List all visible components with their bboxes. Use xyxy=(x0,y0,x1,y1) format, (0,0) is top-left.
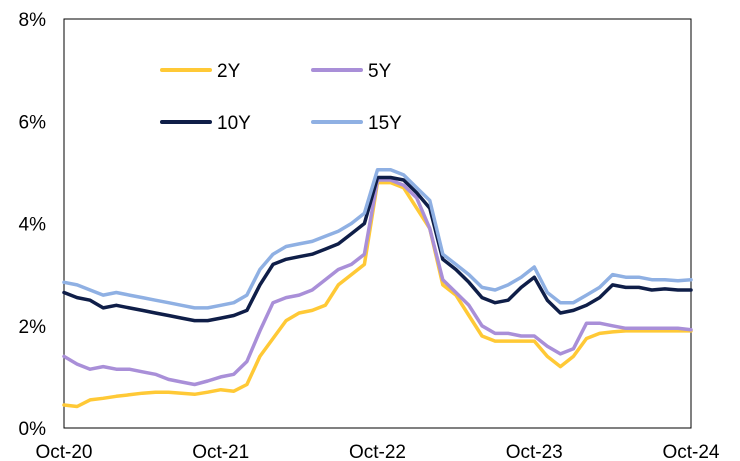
series-line-10y xyxy=(62,175,693,323)
y-tick-label: 2% xyxy=(19,317,47,338)
y-tick-label: 4% xyxy=(19,215,47,236)
series-line-15y xyxy=(62,168,693,310)
series-line-2y xyxy=(62,180,693,409)
series-line-5y xyxy=(62,178,693,387)
series-layer xyxy=(62,168,693,409)
legend-label-10y: 10Y xyxy=(217,113,251,134)
x-tick-label: Oct-22 xyxy=(349,442,406,461)
x-tick-label: Oct-21 xyxy=(192,442,249,461)
x-tick-label: Oct-23 xyxy=(506,442,563,461)
y-axis-ticks: 0% 2% 4% 6% 8% xyxy=(19,10,47,440)
x-tick-label: Oct-24 xyxy=(662,442,719,461)
legend: 2Y 5Y 10Y 15Y xyxy=(160,61,402,134)
legend-label-2y: 2Y xyxy=(217,61,241,82)
legend-label-5y: 5Y xyxy=(368,61,392,82)
plot-area-frame xyxy=(63,18,692,429)
legend-label-15y: 15Y xyxy=(368,113,402,134)
y-tick-label: 8% xyxy=(19,10,47,31)
y-tick-label: 6% xyxy=(19,112,47,133)
x-axis-ticks: Oct-20 Oct-21 Oct-22 Oct-23 Oct-24 xyxy=(35,442,719,461)
x-tick-label: Oct-20 xyxy=(35,442,92,461)
y-tick-label: 0% xyxy=(19,419,47,440)
